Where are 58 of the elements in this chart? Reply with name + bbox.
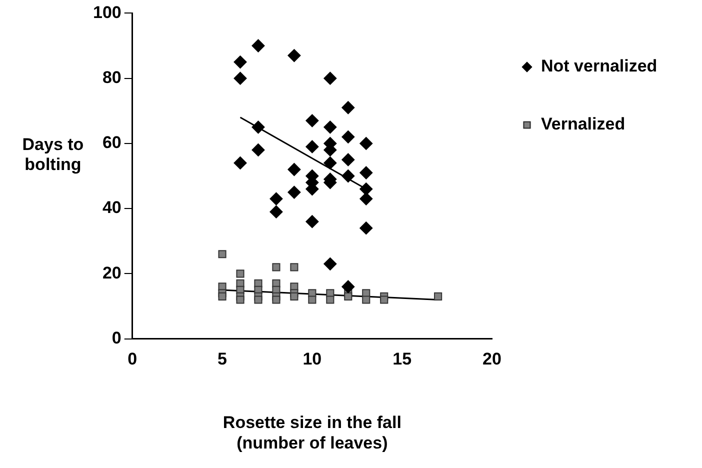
point: [342, 170, 355, 182]
point: [218, 292, 226, 301]
point: [272, 296, 280, 304]
point: [270, 205, 283, 218]
x-tick-label: 10: [302, 350, 322, 369]
point: [434, 292, 442, 301]
point: [360, 166, 373, 180]
point: [324, 257, 337, 270]
point: [234, 156, 247, 170]
point: [324, 156, 337, 170]
x-axis-title: Rosette size in the fall (number of leaves): [222, 413, 402, 452]
point: [236, 296, 244, 304]
x-tick-label: 5: [218, 350, 228, 369]
point: [360, 136, 373, 150]
point: [252, 39, 265, 52]
point: [324, 72, 337, 85]
point: [342, 280, 355, 294]
point: [290, 263, 298, 272]
y-axis-title: Days to bolting: [21, 135, 85, 175]
point: [342, 101, 355, 114]
y-tick-label: 80: [102, 68, 122, 88]
point: [362, 296, 370, 304]
point: [288, 49, 301, 62]
legend-label: Not vernalized: [541, 56, 658, 76]
point: [218, 250, 226, 258]
y-tick-label: 0: [112, 328, 122, 348]
y-tick-label: 60: [102, 133, 122, 152]
y-tick-label: 20: [102, 263, 122, 282]
point: [288, 186, 301, 199]
point: [270, 192, 283, 206]
point: [272, 263, 280, 272]
point: [342, 153, 355, 166]
x-tick-label: 0: [128, 350, 138, 369]
point: [306, 215, 319, 228]
legend-label: Vernalized: [541, 114, 626, 134]
point: [236, 270, 244, 278]
x-tick-label: 15: [392, 350, 412, 369]
point: [254, 296, 262, 304]
point: [234, 72, 247, 85]
point: [324, 120, 337, 134]
x-tick-label: 20: [482, 350, 502, 369]
point: [252, 120, 265, 134]
point: [360, 222, 373, 235]
point: [342, 130, 355, 144]
point: [360, 192, 373, 206]
point: [326, 296, 334, 304]
point: [288, 162, 301, 176]
point: [306, 114, 319, 128]
point: [234, 56, 247, 69]
point: [290, 292, 298, 301]
point: [252, 143, 265, 156]
point: [306, 140, 319, 154]
point: [308, 296, 316, 304]
point: [360, 182, 373, 196]
y-tick-label: 40: [102, 198, 122, 218]
y-tick-label: 100: [92, 2, 122, 22]
point: [380, 296, 388, 304]
point: [344, 292, 352, 301]
